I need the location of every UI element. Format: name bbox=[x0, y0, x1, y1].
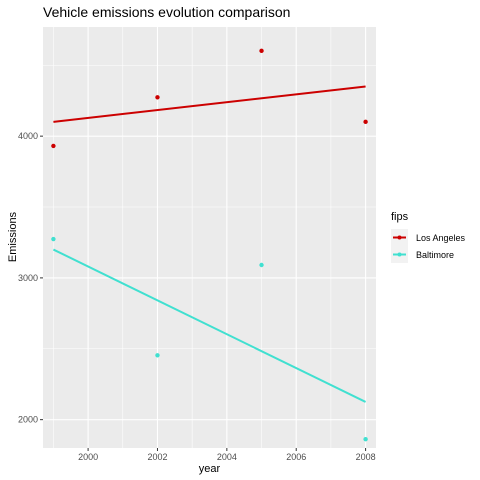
x-axis-title: year bbox=[199, 463, 221, 475]
y-axis-ticks: 2000 3000 4000 bbox=[18, 131, 43, 425]
legend-point-baltimore bbox=[397, 252, 402, 257]
legend: fips Los Angeles Baltimore bbox=[391, 211, 466, 263]
trend-lines bbox=[52, 85, 367, 403]
data-points bbox=[51, 48, 368, 442]
data-point-los-angeles bbox=[363, 119, 368, 125]
trend-line-baltimore bbox=[52, 248, 367, 403]
x-tick-label: 2006 bbox=[286, 452, 306, 462]
legend-items: Los Angeles Baltimore bbox=[391, 229, 466, 263]
chart-title: Vehicle emissions evolution comparison bbox=[43, 4, 290, 20]
x-tick-label: 2000 bbox=[78, 452, 98, 462]
data-point-baltimore bbox=[259, 262, 264, 268]
trend-line-los-angeles bbox=[53, 85, 366, 123]
data-point-baltimore bbox=[51, 236, 56, 242]
legend-label-baltimore: Baltimore bbox=[416, 250, 454, 260]
data-point-los-angeles bbox=[259, 48, 264, 54]
data-point-los-angeles bbox=[51, 143, 56, 149]
data-point-los-angeles bbox=[155, 95, 160, 100]
legend-label-los-angeles: Los Angeles bbox=[416, 233, 466, 243]
x-tick-label: 2008 bbox=[356, 452, 376, 462]
legend-point-los-angeles bbox=[397, 235, 402, 240]
x-tick-label: 2004 bbox=[217, 452, 237, 462]
x-axis-ticks: 2000 2002 2004 2006 2008 bbox=[78, 448, 376, 462]
legend-title: fips bbox=[391, 211, 409, 223]
y-tick-label: 3000 bbox=[18, 273, 38, 283]
plot-panel bbox=[43, 27, 376, 448]
x-tick-label: 2002 bbox=[147, 452, 167, 462]
data-point-baltimore bbox=[155, 353, 160, 358]
y-tick-label: 2000 bbox=[18, 415, 38, 425]
y-axis-title: Emissions bbox=[7, 211, 19, 262]
data-point-baltimore bbox=[363, 437, 368, 442]
y-tick-label: 4000 bbox=[18, 131, 38, 141]
